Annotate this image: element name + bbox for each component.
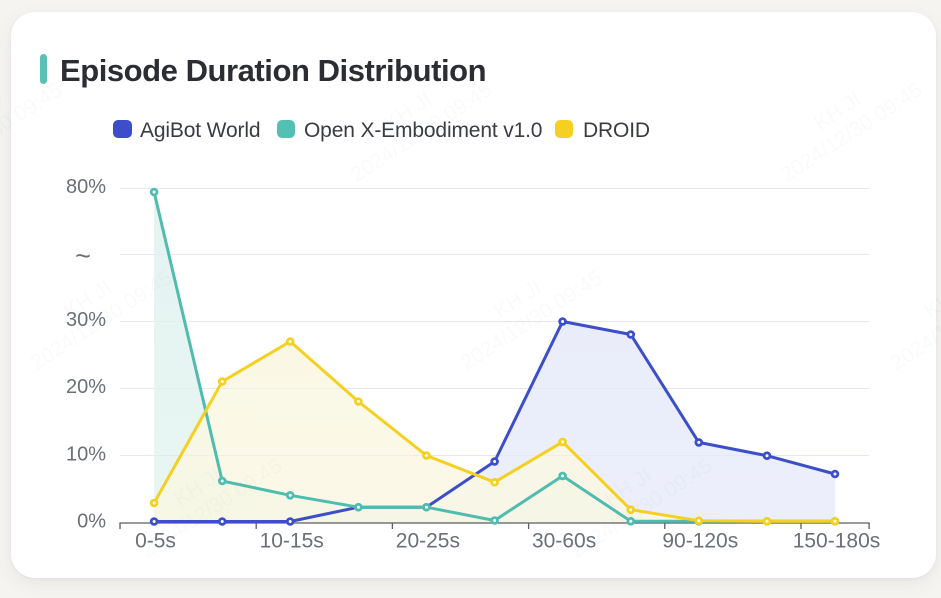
svg-text:30%: 30% (66, 309, 106, 331)
svg-text:10-15s: 10-15s (260, 530, 324, 553)
svg-text:90-120s: 90-120s (662, 530, 738, 553)
svg-text:0-5s: 0-5s (135, 530, 176, 553)
svg-text:20-25s: 20-25s (396, 530, 460, 553)
svg-text:20%: 20% (66, 376, 106, 398)
svg-text:10%: 10% (66, 443, 106, 465)
svg-text:~: ~ (75, 241, 91, 271)
svg-text:30-60s: 30-60s (532, 530, 596, 553)
svg-text:150-180s: 150-180s (793, 530, 881, 553)
svg-text:80%: 80% (66, 176, 106, 198)
svg-text:0%: 0% (77, 510, 106, 532)
